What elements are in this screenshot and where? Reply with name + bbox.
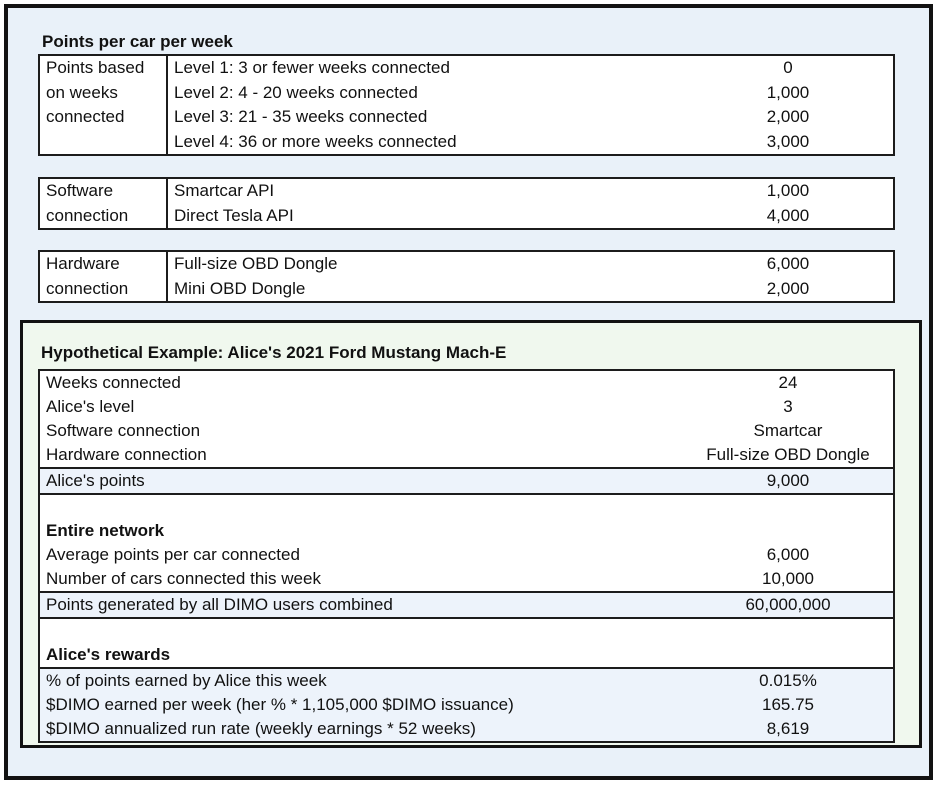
table-cell-value: 1,000 (766, 82, 810, 102)
table-cell-value: 0.015% (759, 671, 817, 690)
weeks-table-row-header: Points based on weeks connected (40, 56, 168, 154)
table-row: Average points per car connected 6,000 (40, 543, 893, 567)
table-cell-value: Full-size OBD Dongle (706, 445, 870, 464)
table-cell-label: Hardware connection (46, 445, 207, 464)
table-cell-value: 24 (778, 373, 798, 392)
points-section-title: Points per car per week (42, 32, 233, 51)
network-section-header-row: Entire network (40, 519, 893, 543)
hardware-connection-table: Hardware connection Full-size OBD Dongle… (38, 250, 895, 303)
software-connection-table: Software connection Smartcar API Direct … (38, 177, 895, 230)
hardware-table-labels: Full-size OBD Dongle Mini OBD Dongle (168, 252, 683, 301)
table-cell-value: 3 (783, 397, 793, 416)
rewards-row: % of points earned by Alice this week 0.… (40, 667, 893, 693)
table-cell-value: Smartcar (753, 421, 823, 440)
table-cell-label: Level 3: 21 - 35 weeks connected (174, 107, 428, 126)
spacer-row (40, 495, 893, 519)
table-cell-value: 3,000 (766, 131, 810, 151)
table-cell-label: Number of cars connected this week (46, 569, 321, 588)
weeks-points-table: Points based on weeks connected Level 1:… (38, 54, 895, 156)
table-cell-label: Alice's points (46, 471, 145, 490)
table-cell-label: Software connection (46, 421, 201, 440)
table-cell-label: Alice's level (46, 397, 135, 416)
rewards-row: $DIMO earned per week (her % * 1,105,000… (40, 693, 893, 717)
table-cell-value: 60,000,000 (745, 595, 831, 614)
table-cell-label: Smartcar API (174, 181, 275, 200)
table-cell-value: 6,000 (766, 545, 810, 564)
table-cell-value: 2,000 (766, 107, 810, 126)
table-cell-label: Level 4: 36 or more weeks connected (174, 131, 457, 151)
table-cell-value: 10,000 (762, 569, 814, 588)
network-total-row: Points generated by all DIMO users combi… (40, 591, 893, 619)
table-cell-value: 0 (783, 58, 793, 77)
example-table: Weeks connected 24 Alice's level 3 Softw… (38, 369, 895, 743)
hardware-table-row-header: Hardware connection (40, 252, 168, 301)
table-row: Software connection Smartcar (40, 419, 893, 443)
table-cell-label: Direct Tesla API (174, 205, 294, 225)
table-row: Alice's level 3 (40, 395, 893, 419)
software-table-row-header: Software connection (40, 179, 168, 228)
software-table-labels: Smartcar API Direct Tesla API (168, 179, 683, 228)
table-cell-label: Level 1: 3 or fewer weeks connected (174, 58, 450, 77)
weeks-table-values: 0 1,000 2,000 3,000 (683, 56, 893, 154)
section-subheader: Entire network (46, 521, 165, 540)
table-row: Weeks connected 24 (40, 371, 893, 395)
table-row: Hardware connection Full-size OBD Dongle (40, 443, 893, 467)
section-subheader: Alice's rewards (46, 645, 171, 664)
table-cell-label: $DIMO annualized run rate (weekly earnin… (46, 719, 476, 738)
table-cell-label: Full-size OBD Dongle (174, 254, 338, 273)
outer-frame: Points per car per week Points based on … (4, 4, 933, 780)
spacer-row (40, 619, 893, 643)
table-cell-value: 6,000 (766, 254, 810, 273)
alice-points-total-row: Alice's points 9,000 (40, 467, 893, 495)
hardware-table-values: 6,000 2,000 (683, 252, 893, 301)
rewards-section-header-row: Alice's rewards (40, 643, 893, 667)
table-cell-label: $DIMO earned per week (her % * 1,105,000… (46, 695, 514, 714)
table-cell-value: 9,000 (766, 471, 810, 490)
table-cell-label: Level 2: 4 - 20 weeks connected (174, 82, 418, 102)
table-cell-label: Weeks connected (46, 373, 181, 392)
table-cell-value: 2,000 (766, 278, 810, 298)
table-cell-label: Average points per car connected (46, 545, 300, 564)
table-cell-value: 1,000 (766, 181, 810, 200)
table-cell-value: 165.75 (762, 695, 814, 714)
hypothetical-example-box: Hypothetical Example: Alice's 2021 Ford … (20, 320, 922, 748)
table-cell-label: Mini OBD Dongle (174, 278, 306, 298)
table-cell-label: Points generated by all DIMO users combi… (46, 595, 393, 614)
table-row: Number of cars connected this week 10,00… (40, 567, 893, 591)
table-cell-value: 4,000 (766, 205, 810, 225)
table-cell-value: 8,619 (766, 719, 810, 738)
software-table-values: 1,000 4,000 (683, 179, 893, 228)
weeks-table-labels: Level 1: 3 or fewer weeks connected Leve… (168, 56, 683, 154)
rewards-row: $DIMO annualized run rate (weekly earnin… (40, 717, 893, 741)
example-title: Hypothetical Example: Alice's 2021 Ford … (41, 343, 507, 362)
table-cell-label: % of points earned by Alice this week (46, 671, 327, 690)
